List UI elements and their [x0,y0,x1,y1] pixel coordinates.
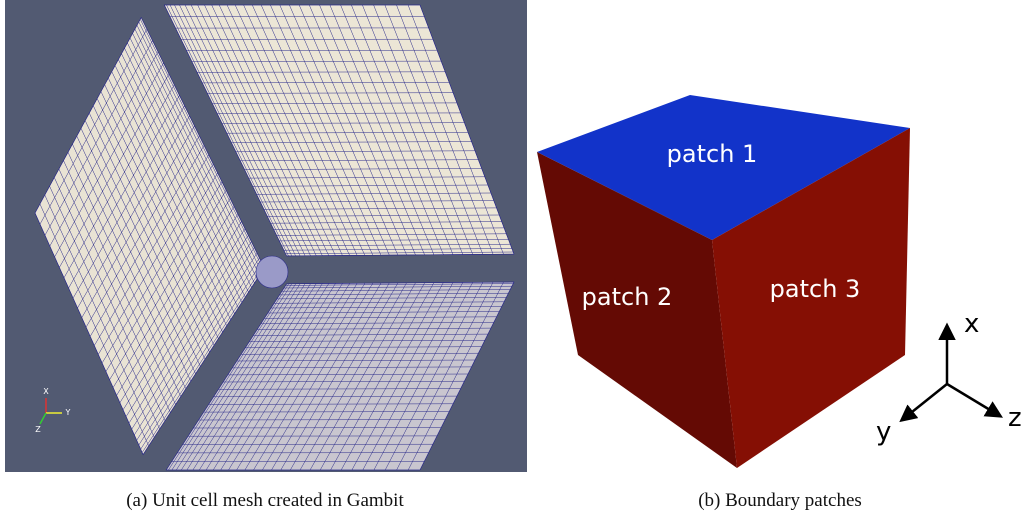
triad-y: Y [65,408,71,417]
triad-z: Z [35,425,41,434]
mesh-core [256,256,288,288]
axis-label: z [1008,403,1022,433]
axis-label: y [876,417,891,447]
caption: (a) Unit cell mesh created in Gambit [126,490,404,511]
axes-triad [902,326,1000,420]
patch-label: patch 2 [582,283,673,311]
patch-label: patch 3 [770,275,861,303]
triad-x: X [43,387,49,396]
figure: X Y Z patch 1 patch 2 patch 3 x z y (a) … [0,0,1027,519]
caption: (b) Boundary patches [698,490,862,511]
axis-label: x [964,309,979,339]
patch-label: patch 1 [667,140,758,168]
